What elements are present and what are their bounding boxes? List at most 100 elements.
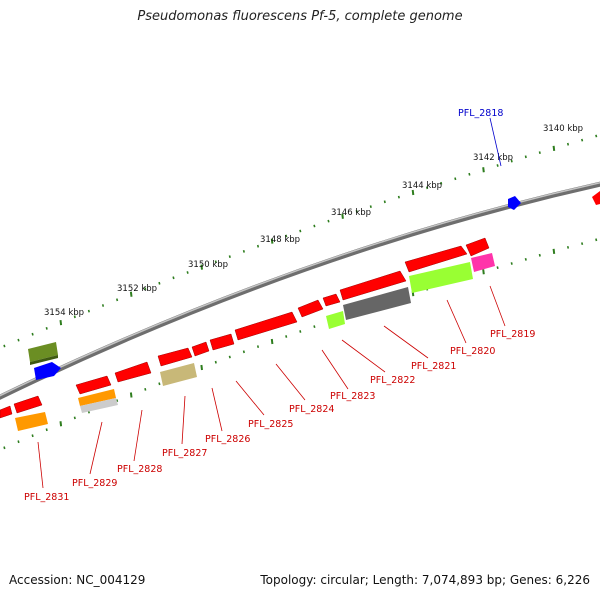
- leader-pfl-2818: [489, 117, 502, 167]
- leader-pfl-2831: [37, 441, 44, 489]
- cds-arrow-pfl-2826[interactable]: [191, 341, 210, 357]
- cds-arrow-pfl-2829[interactable]: [75, 375, 112, 395]
- gene-label-pfl-2821[interactable]: PFL_2821: [411, 361, 456, 372]
- leader-pfl-2826: [211, 387, 223, 432]
- scale-tick-upper-41: [566, 142, 570, 146]
- scale-tick-upper-19: [256, 244, 260, 248]
- gene-label-pfl-2823[interactable]: PFL_2823: [330, 391, 375, 402]
- scale-tick-upper-12: [158, 281, 161, 285]
- leader-pfl-2828: [133, 409, 143, 462]
- scale-tick-upper-37: [510, 159, 513, 163]
- scale-tick-lower-43: [595, 238, 598, 242]
- scale-tick-lower-15: [200, 364, 203, 371]
- scale-tick-upper-13: [172, 276, 175, 280]
- cds-arrow-pfl-2827[interactable]: [157, 347, 193, 367]
- scale-tick-upper-40: [552, 145, 556, 152]
- gene-label-pfl-2829[interactable]: PFL_2829: [72, 478, 117, 489]
- reverse-cds-features: [0, 237, 490, 419]
- gene-label-pfl-2824[interactable]: PFL_2824: [289, 404, 334, 415]
- genome-backbone: [0, 181, 600, 400]
- scale-tick-lower-5: [59, 421, 63, 427]
- gene-label-pfl-2818[interactable]: PFL_2818: [458, 108, 503, 119]
- feature-khaki-block[interactable]: [160, 363, 197, 386]
- feature-orange-left[interactable]: [15, 412, 48, 431]
- genome-backbone-highlight: [0, 181, 600, 397]
- scale-tick-upper-27: [369, 205, 372, 208]
- scale-tick-lower-3: [31, 434, 34, 438]
- scale-tick-upper-1: [3, 344, 6, 348]
- scale-tick-lower-2: [17, 440, 20, 444]
- feature-lime-block[interactable]: [409, 262, 473, 293]
- feature-darkgray-block[interactable]: [343, 287, 411, 320]
- genome-summary: Topology: circular; Length: 7,074,893 bp…: [260, 573, 590, 587]
- cds-arrow-pfl-2824[interactable]: [234, 311, 298, 341]
- feature-green-block[interactable]: [28, 342, 58, 362]
- gene-arrow-pfl-2818[interactable]: [508, 196, 521, 210]
- gene-label-pfl-2828[interactable]: PFL_2828: [117, 464, 162, 475]
- gene-label-pfl-2826[interactable]: PFL_2826: [205, 434, 250, 445]
- cds-arrow-pfl-2828[interactable]: [114, 361, 152, 383]
- cds-arrow-pfl-2819[interactable]: [465, 237, 490, 257]
- cds-arrow-pfl-2823[interactable]: [297, 299, 324, 318]
- cds-arrow-pfl-2830[interactable]: [13, 395, 43, 414]
- scale-tick-upper-23: [313, 224, 316, 228]
- scale-tick-lower-35: [482, 269, 485, 275]
- feature-lightgray-block[interactable]: [80, 398, 118, 413]
- scale-tick-lower-1: [3, 446, 6, 450]
- scale-tick-upper-14: [186, 271, 189, 274]
- leader-pfl-2819: [489, 285, 506, 327]
- cds-arrow-pfl-2820[interactable]: [404, 245, 468, 273]
- cds-arrow-pfl-2822[interactable]: [322, 293, 341, 307]
- feature-lime-small[interactable]: [326, 311, 345, 329]
- scale-tick-upper-29: [397, 195, 400, 199]
- scale-tick-upper-43: [595, 134, 598, 138]
- gene-label-pfl-2822[interactable]: PFL_2822: [370, 375, 415, 386]
- leader-pfl-2820: [446, 299, 467, 344]
- gene-label-pfl-2820[interactable]: PFL_2820: [450, 346, 495, 357]
- cds-arrow-pfl-2831[interactable]: [0, 405, 13, 419]
- scale-tick-lower-36: [496, 266, 499, 269]
- scale-ticks-upper: [3, 134, 598, 348]
- feature-magenta-block[interactable]: [471, 253, 495, 272]
- leader-pfl-2821: [383, 325, 429, 359]
- scale-tick-upper-39: [538, 151, 541, 154]
- feature-blue-arrow[interactable]: [34, 362, 61, 380]
- scale-tick-lower-40: [552, 248, 556, 255]
- scale-tick-lower-16: [214, 360, 217, 364]
- scale-tick-lower-17: [228, 355, 231, 359]
- scale-tick-upper-34: [468, 172, 471, 176]
- scale-tick-upper-42: [581, 138, 584, 142]
- position-label-3140: 3140 kbp: [543, 124, 583, 134]
- gene-label-pfl-2819[interactable]: PFL_2819: [490, 329, 535, 340]
- cds-arrow-pfl-2821[interactable]: [339, 270, 407, 301]
- scale-tick-upper-25: [341, 213, 344, 219]
- scale-tick-upper-32: [440, 181, 443, 185]
- scale-tick-upper-6: [73, 315, 76, 319]
- feature-green-shade[interactable]: [30, 355, 58, 365]
- scale-tick-upper-17: [228, 255, 231, 258]
- scale-tick-lower-22: [299, 330, 302, 333]
- gene-arrow-right-edge[interactable]: [592, 191, 600, 205]
- leader-pfl-2827: [181, 395, 186, 445]
- gene-label-pfl-2827[interactable]: PFL_2827: [162, 448, 207, 459]
- gene-label-pfl-2825[interactable]: PFL_2825: [248, 419, 293, 430]
- scale-tick-upper-8: [101, 304, 105, 307]
- scale-tick-lower-41: [566, 246, 570, 249]
- position-label-3146: 3146 kbp: [331, 208, 371, 218]
- scale-tick-lower-12: [158, 382, 161, 386]
- scale-tick-lower-38: [524, 258, 527, 261]
- scale-tick-upper-33: [454, 177, 457, 181]
- feature-orange-block[interactable]: [78, 389, 116, 406]
- accession-text: Accession: NC_004129: [9, 573, 146, 587]
- cds-arrow-pfl-2825[interactable]: [209, 333, 235, 351]
- scale-tick-lower-20: [270, 338, 274, 345]
- reverse-other-features: [15, 253, 495, 431]
- scale-tick-upper-30: [411, 189, 415, 196]
- scale-tick-upper-22: [299, 229, 302, 233]
- scale-tick-lower-10: [129, 392, 133, 398]
- scale-tick-upper-10: [129, 291, 133, 297]
- gene-label-pfl-2831[interactable]: PFL_2831: [24, 492, 69, 503]
- position-label-3150: 3150 kbp: [188, 260, 228, 270]
- scale-tick-upper-7: [87, 309, 90, 313]
- scale-tick-upper-3: [31, 332, 34, 336]
